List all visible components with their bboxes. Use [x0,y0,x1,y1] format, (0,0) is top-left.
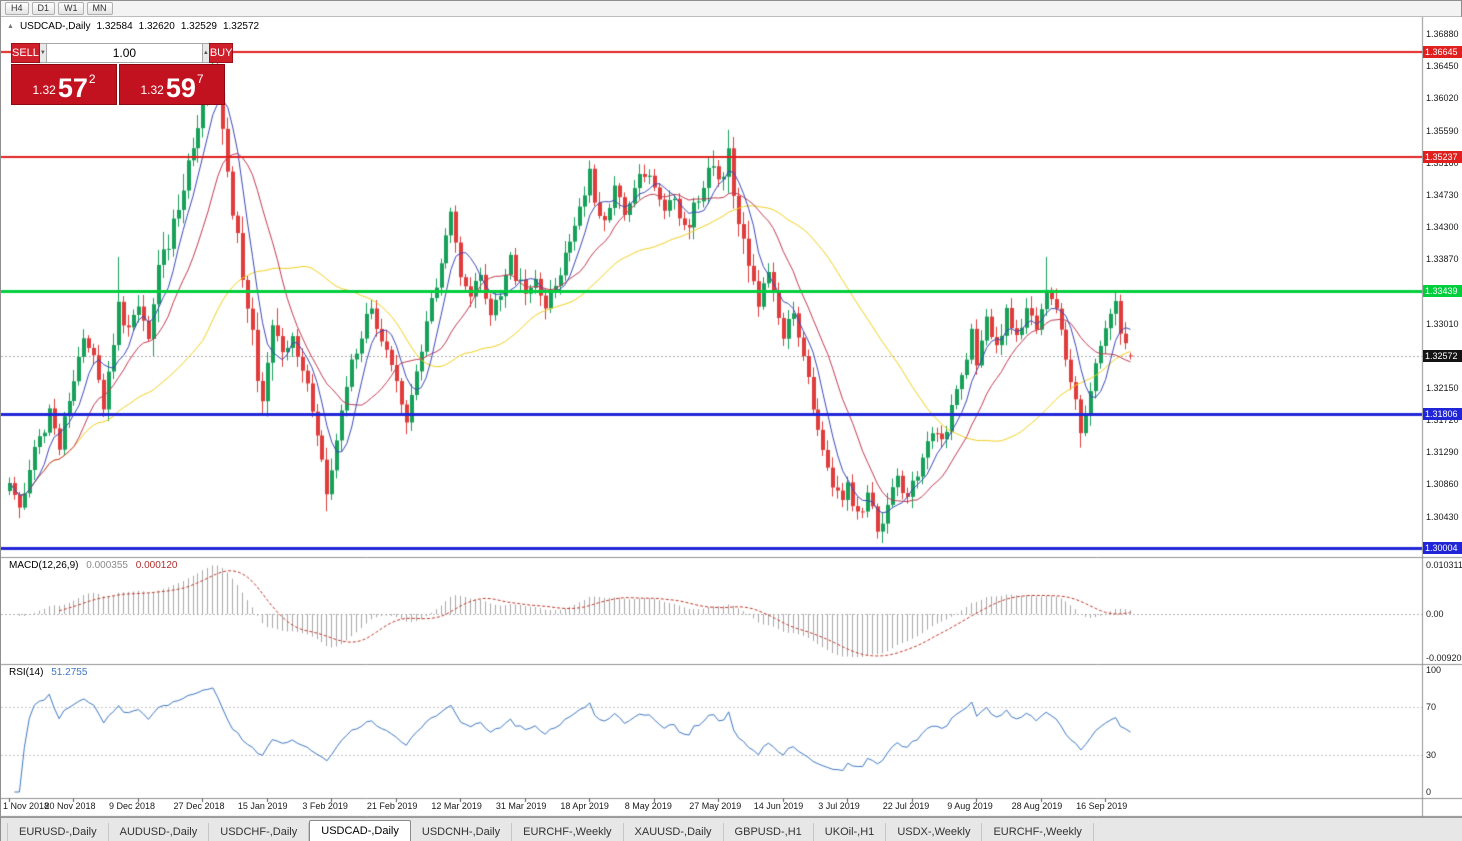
price-axis-label: 1.31290 [1426,447,1459,458]
buy-price-big-digits: 59 [165,73,196,103]
time-axis-label: 15 Jan 2019 [237,801,288,811]
chart-tab-usdcnh-daily[interactable]: USDCNH-,Daily [411,823,513,841]
buy-price-pipette: 7 [196,72,204,86]
sell-price-pipette: 2 [88,72,96,86]
price-axis-label: 1.35590 [1426,125,1459,136]
rsi-name: RSI(14) [9,667,44,678]
macd-axis-label: -0.009203 [1426,652,1462,663]
time-axis-label: 27 Dec 2018 [173,801,225,811]
timeframe-button-d1[interactable]: D1 [31,2,56,15]
timeframe-button-h4[interactable]: H4 [5,2,29,15]
time-axis-label: 1 Nov 2018 [3,801,50,811]
price-axis-label: 1.34730 [1426,189,1459,200]
price-axis-label: 1.33870 [1426,254,1459,265]
price-chart-canvas[interactable] [1,17,1462,817]
time-axis-label: 8 May 2019 [624,801,672,811]
price-axis-label: 1.30430 [1426,511,1459,522]
chart-tab-usdcad-daily[interactable]: USDCAD-,Daily [309,820,411,841]
volume-increase-button[interactable]: ▲ [202,43,209,63]
sell-price-big-digits: 57 [57,73,88,103]
volume-decrease-button[interactable]: ▼ [39,43,46,63]
macd-value-main: 0.000355 [86,560,128,571]
time-axis-label: 3 Jul 2019 [818,801,860,811]
ohlc-close: 1.32572 [222,21,260,32]
chart-tab-bar: EURUSD-,Daily AUDUSD-,Daily USDCHF-,Daily U… [1,817,1462,841]
chart-window: ▲ USDCAD-,Daily 1.32584 1.32620 1.32529 … [1,17,1462,817]
timeframe-button-w1[interactable]: W1 [58,2,84,15]
buy-price-display[interactable]: 1.32 59 7 [119,64,225,105]
price-level-label[interactable]: 1.33439 [1423,285,1462,298]
macd-axis-label: 0.010311 [1426,560,1462,571]
chart-tab-xauusd-daily[interactable]: XAUUSD-,Daily [624,823,724,841]
macd-value-signal: 0.000120 [135,560,178,571]
price-level-label[interactable]: 1.36645 [1423,45,1462,58]
sell-price-display[interactable]: 1.32 57 2 [11,64,117,105]
time-axis-label: 18 Apr 2019 [560,801,609,811]
price-axis-label: 1.33010 [1426,318,1459,329]
chart-title: ▲ USDCAD-,Daily 1.32584 1.32620 1.32529 … [7,21,259,32]
ohlc-low: 1.32529 [180,21,217,32]
buy-price-prefix: 1.32 [140,83,164,97]
sell-price-prefix: 1.32 [32,83,56,97]
chart-tab-audusd-daily[interactable]: AUDUSD-,Daily [109,823,210,841]
time-axis-label: 12 Mar 2019 [431,801,482,811]
price-axis-label: 1.36020 [1426,93,1459,104]
price-axis-label: 1.31720 [1426,415,1459,426]
time-axis-label: 27 May 2019 [689,801,742,811]
macd-indicator-label: MACD(12,26,9) 0.000355 0.000120 [9,560,177,571]
bid-price-label: 1.32572 [1423,350,1462,363]
time-axis-label: 16 Sep 2019 [1076,801,1128,811]
rsi-indicator-label: RSI(14) 51.2755 [9,667,87,678]
time-axis-label: 31 Mar 2019 [495,801,547,811]
sell-button[interactable]: SELL [11,43,40,63]
timeframe-button-mn[interactable]: MN [86,2,113,15]
chart-tab-usdx-weekly[interactable]: USDX-,Weekly [886,823,983,841]
rsi-axis-label: 70 [1426,701,1437,712]
price-axis-label: 1.30860 [1426,479,1459,490]
price-level-label[interactable]: 1.31806 [1423,407,1462,420]
price-axis-label: 1.36880 [1426,29,1459,39]
time-axis-label: 20 Nov 2018 [44,801,96,811]
time-axis-label: 21 Feb 2019 [366,801,418,811]
rsi-axis-label: 30 [1426,750,1437,761]
price-axis-label: 1.32150 [1426,382,1459,393]
time-axis-label: 9 Aug 2019 [947,801,993,811]
chart-tab-usdchf-daily[interactable]: USDCHF-,Daily [209,823,310,841]
chart-tab-ukoil-h1[interactable]: UKOil-,H1 [814,823,887,841]
volume-input[interactable] [45,43,203,63]
chart-tab-gbpusd-h1[interactable]: GBPUSD-,H1 [724,823,814,841]
macd-axis-label: 0.00 [1426,609,1444,620]
time-axis-label: 3 Feb 2019 [302,801,348,811]
chart-symbol-label: USDCAD-,Daily [19,21,91,32]
time-axis-label: 22 Jul 2019 [882,801,930,811]
chart-tab-eurchf-weekly[interactable]: EURCHF-,Weekly [512,823,624,841]
timeframe-toolbar: H4 D1 W1 MN [1,1,1461,17]
price-axis-label: 1.36450 [1426,61,1459,72]
rsi-value: 51.2755 [51,667,88,678]
time-axis-label: 14 Jun 2019 [753,801,804,811]
macd-name: MACD(12,26,9) [9,560,79,571]
rsi-axis-label: 100 [1426,665,1442,675]
chart-tab-eurusd-daily[interactable]: EURUSD-,Daily [7,823,109,841]
price-level-label[interactable]: 1.30004 [1423,542,1462,555]
ohlc-open: 1.32584 [96,21,133,32]
chart-symbol-icon: ▲ [7,23,14,30]
price-axis-label: 1.34300 [1426,222,1459,232]
time-axis-label: 28 Aug 2019 [1011,801,1063,811]
rsi-axis-label: 0 [1426,787,1432,797]
ohlc-high: 1.32620 [138,21,175,32]
chart-tab-eurchf-weekly[interactable]: EURCHF-,Weekly [982,823,1094,841]
buy-button[interactable]: BUY [208,43,234,63]
one-click-trade-panel: SELL ▼ ▲ BUY 1.32 57 2 1.32 59 7 [11,43,234,105]
time-axis-label: 9 Dec 2018 [108,801,155,811]
price-level-label[interactable]: 1.35237 [1423,150,1462,163]
